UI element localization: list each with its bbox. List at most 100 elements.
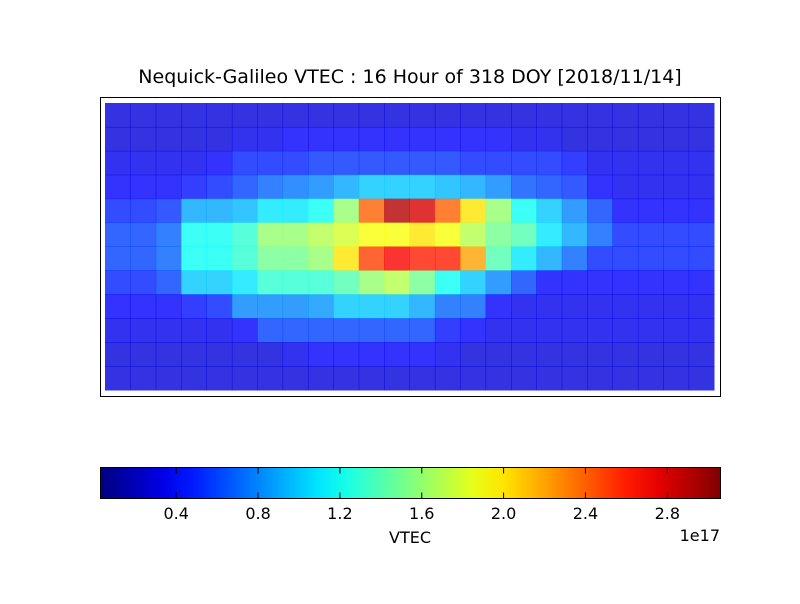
heat-cell	[231, 270, 258, 295]
colorbar-tick-label: 0.4	[163, 504, 188, 523]
heat-cell	[663, 294, 690, 319]
heat-cell	[663, 222, 690, 247]
heat-cell	[257, 246, 284, 271]
heat-cell	[130, 246, 157, 271]
heat-cell	[257, 294, 284, 319]
heat-cell	[460, 366, 487, 391]
heat-cell	[282, 318, 309, 343]
heat-cell	[561, 294, 588, 319]
heat-cell	[688, 342, 715, 367]
heat-cell	[308, 246, 334, 271]
heat-cell	[434, 198, 461, 224]
heat-cell	[257, 174, 284, 200]
heat-cell	[688, 126, 715, 152]
heat-cell	[130, 318, 157, 343]
heat-cell	[130, 222, 157, 247]
heat-cell	[612, 342, 639, 367]
heat-cell	[155, 342, 182, 367]
colorbar-tick-label: 2.4	[573, 504, 598, 523]
heat-cell	[511, 222, 537, 247]
heat-cell	[409, 318, 436, 343]
colorbar-tick-label: 1.2	[327, 504, 352, 523]
heat-cell	[308, 366, 334, 391]
heat-cell	[206, 270, 233, 295]
heat-cell	[105, 174, 131, 200]
heat-cell	[181, 294, 207, 319]
heat-cell	[485, 103, 512, 128]
heat-cell	[637, 103, 664, 128]
heat-cell	[511, 342, 537, 367]
heat-cell	[460, 103, 487, 128]
heat-cell	[409, 103, 436, 128]
heat-cell	[587, 222, 613, 247]
heat-cell	[333, 342, 360, 367]
heat-cell	[155, 366, 182, 391]
heatmap	[105, 103, 715, 391]
heat-cell	[485, 174, 512, 200]
chart-title: Nequick-Galileo VTEC : 16 Hour of 318 DO…	[138, 66, 681, 88]
heat-cell	[358, 246, 385, 271]
heat-cell	[384, 366, 410, 391]
heat-cell	[561, 246, 588, 271]
heat-cell	[536, 174, 563, 200]
heat-cell	[434, 270, 461, 295]
heat-cell	[358, 198, 385, 224]
heat-cell	[587, 126, 613, 152]
heat-cell	[663, 174, 690, 200]
heat-cell	[409, 294, 436, 319]
colorbar-tick-label: 2.8	[655, 504, 680, 523]
heat-cell	[536, 198, 563, 224]
heat-cell	[663, 150, 690, 176]
heat-cell	[358, 318, 385, 343]
heat-cell	[282, 270, 309, 295]
heat-cell	[409, 174, 436, 200]
heat-cell	[434, 318, 461, 343]
heat-cell	[612, 103, 639, 128]
heat-cell	[282, 366, 309, 391]
heat-cell	[384, 246, 410, 271]
heat-cell	[434, 103, 461, 128]
colorbar-tick-label: 1.6	[409, 504, 434, 523]
heat-cell	[105, 150, 131, 176]
heat-cell	[561, 270, 588, 295]
heat-cell	[561, 318, 588, 343]
heat-cell	[460, 126, 487, 152]
heat-cell	[181, 318, 207, 343]
heat-cell	[485, 270, 512, 295]
heat-cell	[511, 103, 537, 128]
heat-cell	[688, 246, 715, 271]
heat-cell	[561, 342, 588, 367]
heat-cell	[536, 103, 563, 128]
heat-cell	[434, 222, 461, 247]
heat-cell	[587, 174, 613, 200]
heat-cell	[434, 294, 461, 319]
heat-cell	[409, 366, 436, 391]
heat-cell	[485, 246, 512, 271]
heat-cell	[257, 126, 284, 152]
heat-cell	[105, 366, 131, 391]
heat-cell	[206, 366, 233, 391]
heat-cell	[181, 126, 207, 152]
heat-cell	[358, 270, 385, 295]
heat-cell	[587, 318, 613, 343]
heat-cell	[434, 150, 461, 176]
heat-cell	[536, 222, 563, 247]
heat-cell	[155, 198, 182, 224]
heat-cell	[308, 174, 334, 200]
heat-cell	[308, 222, 334, 247]
heat-cell	[181, 270, 207, 295]
heat-cell	[561, 174, 588, 200]
heat-cell	[384, 342, 410, 367]
heat-cell	[105, 294, 131, 319]
heat-cell	[105, 342, 131, 367]
heat-cell	[333, 150, 360, 176]
heat-cell	[612, 294, 639, 319]
heat-cell	[308, 294, 334, 319]
heat-cell	[257, 318, 284, 343]
heat-cell	[536, 294, 563, 319]
heat-cell	[511, 174, 537, 200]
heat-cell	[105, 318, 131, 343]
heat-cell	[130, 126, 157, 152]
heat-cell	[409, 222, 436, 247]
